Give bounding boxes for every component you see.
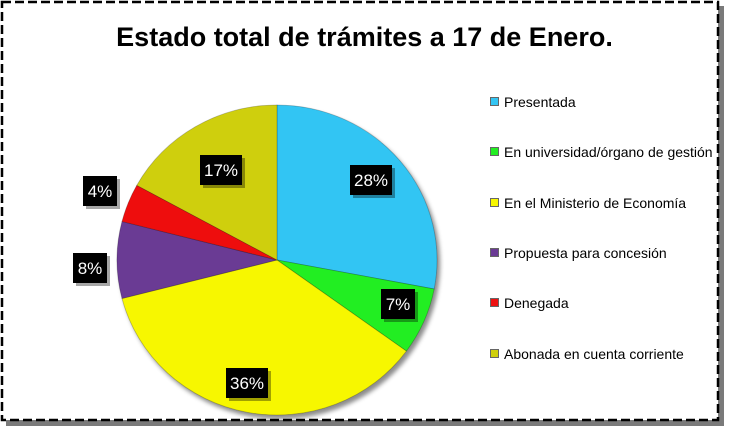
data-label-text: 17% — [204, 161, 238, 180]
data-label-text: 28% — [354, 171, 388, 190]
legend-label: Denegada — [504, 295, 569, 311]
pie-data-labels: 28% 7% 36% 8% 4% 17% — [73, 155, 418, 401]
data-label-propuesta-para-concesion: 8% — [73, 253, 110, 286]
legend-item-en-el-ministerio-de-economia: En el Ministerio de Economía — [490, 194, 719, 213]
legend-label: En el Ministerio de Economía — [504, 195, 687, 211]
data-label-box — [350, 165, 392, 195]
legend-item-presentada: Presentada — [490, 93, 719, 112]
data-label-en-el-ministerio-de-economia: 36% — [226, 368, 271, 401]
data-label-text: 7% — [386, 295, 411, 314]
data-label-abonada-en-cuenta-corriente: 17% — [200, 155, 245, 188]
data-label-en-universidad-organo-de-gestion: 7% — [381, 289, 418, 322]
data-label-box — [226, 368, 268, 398]
data-label-text: 8% — [78, 259, 103, 278]
pie-slice-presentada — [276, 104, 438, 290]
legend-item-en-universidad-organo-de-gestion: En universidad/órgano de gestión — [490, 143, 719, 162]
legend-swatch — [490, 298, 499, 307]
legend-swatch — [490, 248, 499, 257]
data-label-box — [83, 176, 117, 206]
data-label-presentada: 28% — [350, 165, 395, 198]
legend-label: Propuesta para concesión — [504, 245, 667, 261]
data-label-box — [381, 289, 415, 319]
data-label-denegada: 4% — [83, 176, 120, 209]
legend-swatch — [490, 349, 499, 358]
legend-label: Presentada — [504, 94, 576, 110]
legend-swatch — [490, 97, 499, 106]
pie-chart — [116, 104, 438, 416]
legend-label: En universidad/órgano de gestión — [504, 144, 713, 160]
data-label-box — [73, 253, 107, 283]
legend-swatch — [490, 147, 499, 156]
data-label-box — [200, 155, 242, 185]
legend-item-abonada-en-cuenta-corriente: Abonada en cuenta corriente — [490, 345, 719, 364]
chart-title: Estado total de trámites a 17 de Enero. — [116, 22, 613, 52]
legend-label: Abonada en cuenta corriente — [504, 346, 684, 362]
legend-item-propuesta-para-concesion: Propuesta para concesión — [490, 244, 719, 263]
legend-swatch — [490, 198, 499, 207]
data-label-text: 36% — [230, 374, 264, 393]
pie-slice-en-el-ministerio-de-economia — [121, 259, 407, 416]
legend-item-denegada: Denegada — [490, 294, 719, 313]
data-label-text: 4% — [88, 182, 113, 201]
